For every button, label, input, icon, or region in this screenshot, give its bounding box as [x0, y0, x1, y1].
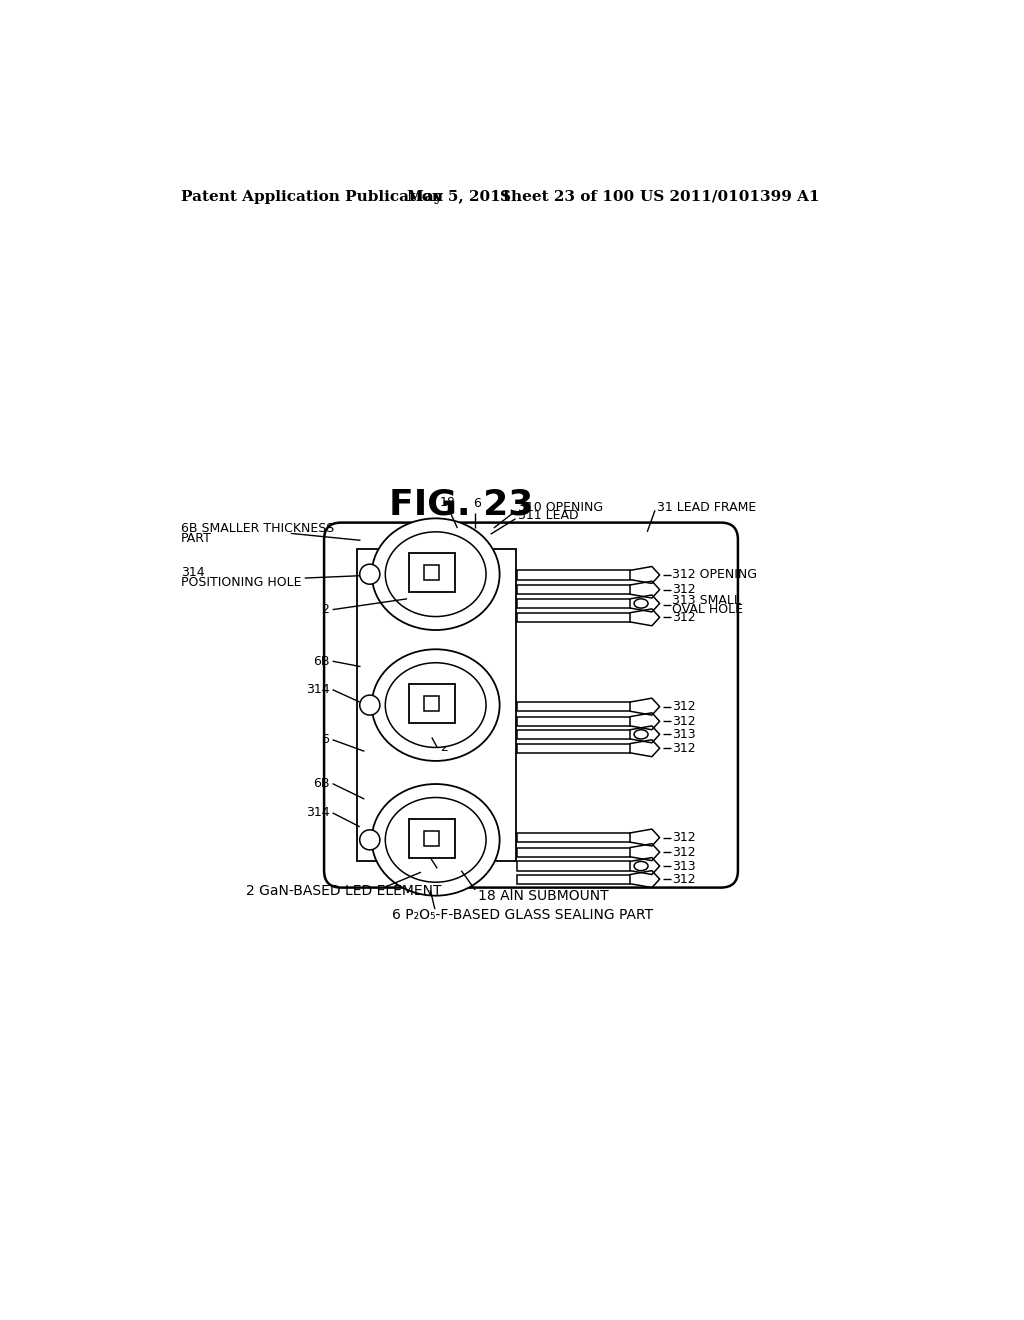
Text: US 2011/0101399 A1: US 2011/0101399 A1 — [640, 190, 819, 203]
Bar — [517, 730, 630, 739]
Circle shape — [359, 830, 380, 850]
Text: 2 GaN-BASED LED ELEMENT: 2 GaN-BASED LED ELEMENT — [246, 884, 441, 899]
Text: 312: 312 — [672, 714, 695, 727]
Bar — [517, 743, 630, 752]
Ellipse shape — [372, 784, 500, 896]
Text: 312: 312 — [672, 583, 695, 597]
Text: 6 P₂O₅-F-BASED GLASS SEALING PART: 6 P₂O₅-F-BASED GLASS SEALING PART — [391, 908, 652, 921]
Bar — [517, 702, 630, 711]
Text: 312: 312 — [672, 832, 695, 843]
Bar — [409, 684, 455, 723]
Text: Sheet 23 of 100: Sheet 23 of 100 — [500, 190, 634, 203]
Bar — [517, 585, 630, 594]
Bar — [424, 832, 439, 846]
Text: 2: 2 — [322, 603, 330, 616]
Bar — [517, 570, 630, 579]
Text: 314: 314 — [306, 684, 330, 696]
Bar — [424, 696, 439, 711]
Ellipse shape — [385, 663, 486, 747]
Text: 2: 2 — [440, 741, 449, 754]
Text: 313: 313 — [672, 859, 695, 873]
Ellipse shape — [634, 599, 648, 609]
Text: 312 OPENING: 312 OPENING — [672, 569, 757, 582]
Text: 313 SMALL: 313 SMALL — [672, 594, 741, 607]
Text: PART: PART — [180, 532, 212, 545]
Bar — [356, 549, 515, 861]
Text: 314: 314 — [306, 807, 330, 820]
Ellipse shape — [634, 862, 648, 871]
Text: 6B SMALLER THICKNESS: 6B SMALLER THICKNESS — [180, 521, 334, 535]
Ellipse shape — [634, 730, 648, 739]
Bar — [517, 862, 630, 871]
Ellipse shape — [385, 532, 486, 616]
Text: 314: 314 — [180, 566, 205, 579]
Text: FIG. 23: FIG. 23 — [389, 488, 534, 521]
Bar — [517, 612, 630, 622]
Circle shape — [359, 696, 380, 715]
Bar — [409, 818, 455, 858]
Text: 312: 312 — [672, 611, 695, 624]
Text: 312: 312 — [672, 700, 695, 713]
Text: 6B: 6B — [313, 777, 330, 791]
Text: POSITIONING HOLE: POSITIONING HOLE — [180, 576, 301, 589]
Bar — [517, 717, 630, 726]
Text: 31 LEAD FRAME: 31 LEAD FRAME — [657, 502, 757, 515]
Ellipse shape — [372, 649, 500, 760]
Bar — [517, 599, 630, 609]
Text: 312: 312 — [672, 846, 695, 859]
Text: 312: 312 — [672, 742, 695, 755]
Text: 312: 312 — [672, 873, 695, 886]
Bar — [409, 553, 455, 591]
Circle shape — [359, 564, 380, 585]
Text: 6: 6 — [322, 733, 330, 746]
Bar — [424, 565, 439, 579]
Ellipse shape — [385, 797, 486, 882]
Text: 6: 6 — [473, 496, 480, 510]
Text: 310 OPENING: 310 OPENING — [518, 500, 603, 513]
Text: May 5, 2011: May 5, 2011 — [407, 190, 511, 203]
Text: 18: 18 — [439, 496, 456, 508]
Bar — [517, 833, 630, 842]
FancyBboxPatch shape — [324, 523, 738, 887]
Ellipse shape — [372, 519, 500, 630]
Text: 2: 2 — [440, 862, 449, 875]
Text: 311 LEAD: 311 LEAD — [518, 510, 579, 523]
Text: OVAL HOLE: OVAL HOLE — [672, 603, 743, 616]
Text: Patent Application Publication: Patent Application Publication — [180, 190, 442, 203]
Text: 313: 313 — [672, 727, 695, 741]
Text: 6B: 6B — [313, 655, 330, 668]
Bar — [517, 847, 630, 857]
Bar — [517, 875, 630, 884]
Text: 18 AlN SUBMOUNT: 18 AlN SUBMOUNT — [478, 890, 609, 903]
